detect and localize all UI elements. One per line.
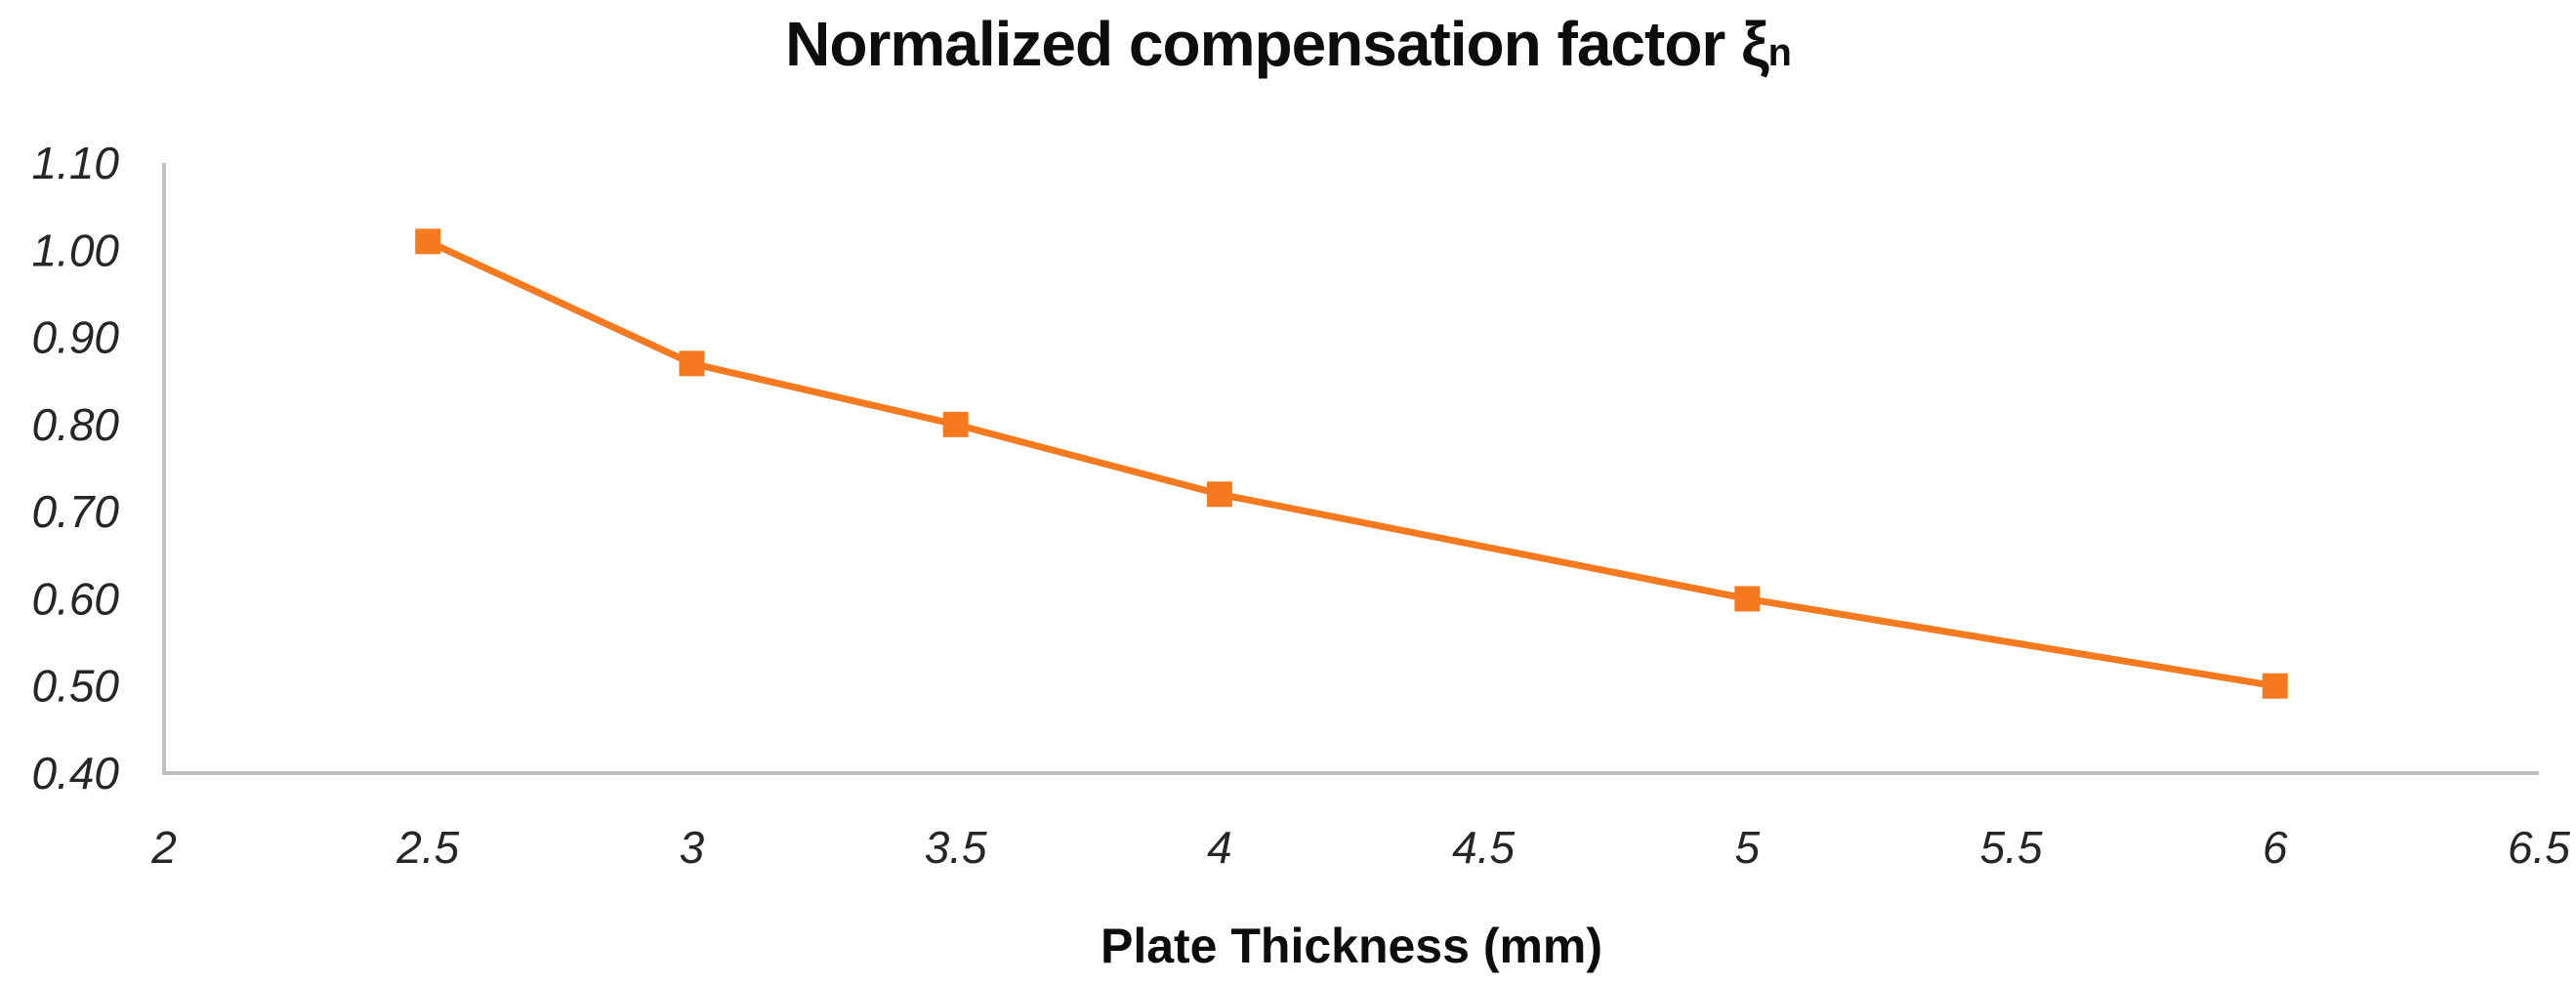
x-tick-label: 3.5 bbox=[925, 822, 987, 873]
data-point-marker bbox=[1734, 586, 1761, 612]
x-tick-label: 5.5 bbox=[1980, 822, 2043, 873]
x-tick-label: 6 bbox=[2263, 822, 2288, 873]
y-tick-label: 1.00 bbox=[31, 225, 119, 275]
chart-title: Normalized compensation factor ξn bbox=[0, 8, 2576, 80]
x-tick-label: 2 bbox=[150, 822, 177, 873]
chart-title-text: Normalized compensation factor ξ bbox=[785, 9, 1768, 79]
data-point-marker bbox=[679, 350, 705, 377]
x-tick-label: 2.5 bbox=[395, 822, 459, 873]
x-tick-label: 3 bbox=[680, 822, 705, 873]
x-tick-label: 6.5 bbox=[2508, 822, 2570, 873]
y-tick-label: 0.80 bbox=[31, 399, 119, 450]
series-line bbox=[424, 237, 2279, 690]
data-point-marker bbox=[1206, 481, 1232, 508]
y-tick-label: 0.40 bbox=[31, 748, 119, 799]
data-point-marker bbox=[2262, 673, 2288, 699]
y-tick-label: 0.60 bbox=[31, 573, 119, 624]
x-axis-title: Plate Thickness (mm) bbox=[1100, 919, 1603, 973]
y-tick-label: 0.90 bbox=[31, 312, 119, 363]
data-point-marker bbox=[942, 411, 969, 437]
x-tick-label: 4.5 bbox=[1452, 822, 1515, 873]
data-point-marker bbox=[415, 228, 441, 255]
y-tick-label: 0.70 bbox=[31, 486, 119, 537]
y-tick-label: 1.10 bbox=[31, 138, 119, 188]
chart-title-subscript: n bbox=[1767, 31, 1792, 74]
x-tick-label: 5 bbox=[1735, 822, 1761, 873]
x-tick-label: 4 bbox=[1207, 822, 1232, 873]
y-tick-label: 0.50 bbox=[31, 661, 119, 712]
